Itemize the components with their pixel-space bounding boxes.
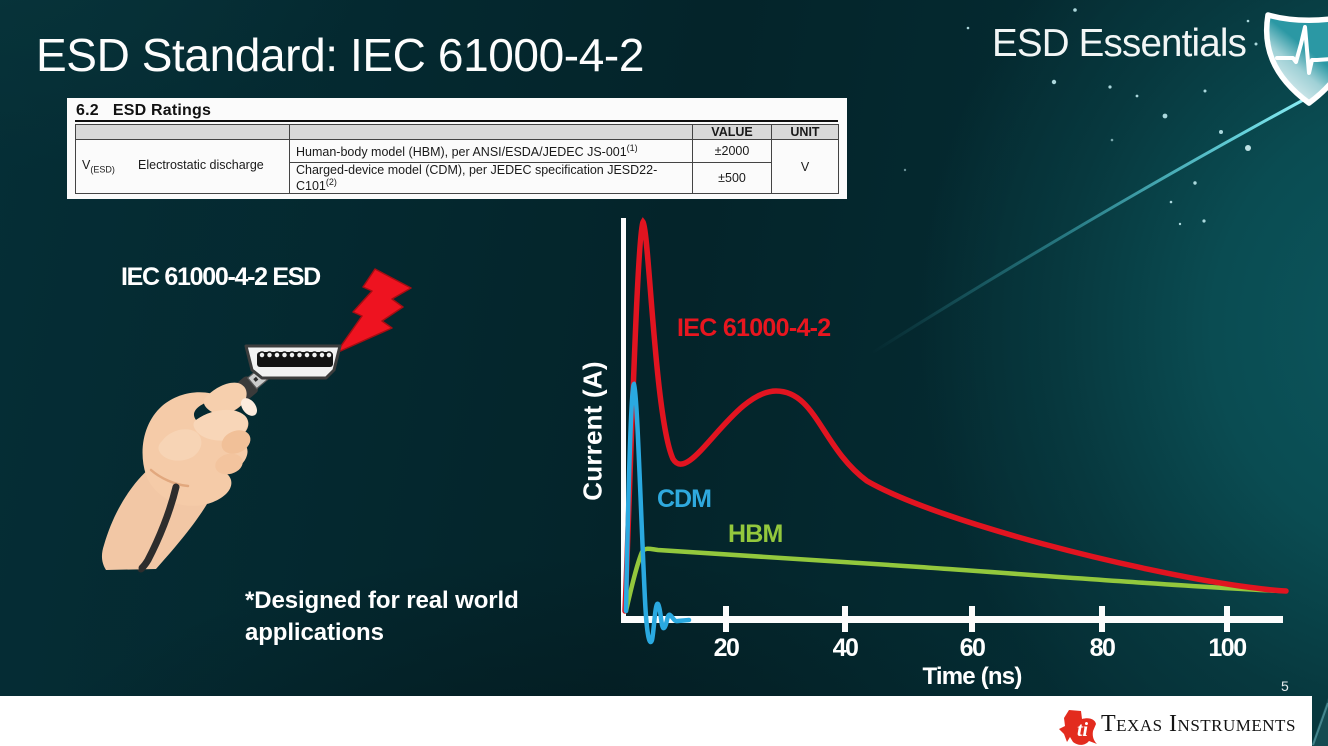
- svg-text:ti: ti: [1077, 719, 1089, 741]
